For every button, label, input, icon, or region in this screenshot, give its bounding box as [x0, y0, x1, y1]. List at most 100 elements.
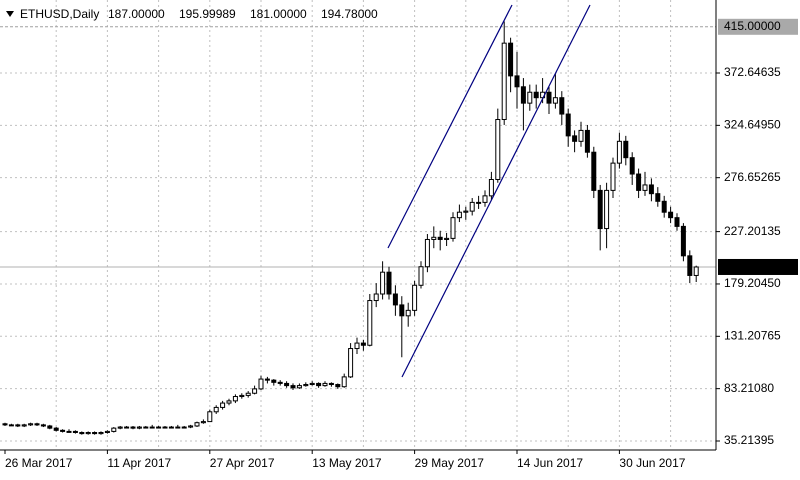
candle-body	[316, 382, 322, 387]
candle-body	[207, 411, 213, 423]
candle-body	[284, 382, 290, 387]
candle-body	[584, 129, 590, 153]
candle-body	[380, 271, 386, 295]
candle-body	[168, 426, 174, 429]
candle-body	[213, 406, 219, 413]
candle-body	[60, 429, 66, 432]
price-label: 194.78000	[724, 259, 781, 273]
ohlc-open: 187.00000	[108, 7, 165, 21]
candle-body	[290, 385, 296, 389]
candle-body	[8, 424, 14, 427]
candle-body	[252, 388, 258, 394]
candle-body	[72, 430, 78, 434]
x-tick-label: 26 Mar 2017	[5, 456, 73, 470]
candle-body	[674, 217, 680, 227]
candle-body	[245, 392, 251, 396]
candle-body	[367, 300, 373, 346]
candle-body	[98, 432, 104, 435]
candle-body	[533, 91, 539, 99]
candle-body	[348, 348, 354, 378]
y-tick-label: 227.20135	[724, 224, 781, 238]
candle-body	[693, 266, 699, 276]
candle-body	[194, 422, 200, 427]
candle-body	[258, 378, 264, 390]
x-tick-label: 27 Apr 2017	[210, 456, 275, 470]
candle-body	[559, 97, 565, 115]
level-label: 415.00000	[724, 19, 781, 33]
candles	[2, 21, 699, 435]
candle-body	[604, 189, 610, 230]
candle-body	[399, 304, 405, 317]
candle-body	[111, 427, 117, 432]
candle-body	[149, 426, 155, 429]
candle-body	[117, 426, 123, 429]
candle-body	[181, 426, 187, 429]
level-label-box	[718, 18, 798, 35]
candle-body	[136, 426, 142, 429]
candle-body	[610, 162, 616, 191]
candle-body	[232, 396, 238, 402]
candle-body	[392, 293, 398, 306]
candle-body	[616, 140, 622, 164]
candle-body	[591, 151, 597, 191]
candle-body	[431, 236, 437, 240]
candle-body	[463, 210, 469, 213]
candle-body	[661, 200, 667, 213]
candle-body	[277, 381, 283, 384]
candle-body	[200, 421, 206, 424]
candle-body	[34, 423, 40, 426]
candle-body	[92, 432, 98, 435]
y-tick-label: 179.20450	[724, 276, 781, 290]
candle-body	[130, 426, 136, 429]
candle-body	[424, 238, 430, 268]
symbol: ETHUSD,Daily	[20, 7, 99, 21]
candle-body	[546, 91, 552, 104]
candle-body	[495, 119, 501, 180]
candle-body	[188, 425, 194, 428]
candle-body	[623, 140, 629, 159]
candle-body	[47, 425, 53, 429]
y-tick-label: 131.20765	[724, 328, 781, 342]
y-tick-label: 372.64635	[724, 65, 781, 79]
candle-body	[79, 432, 85, 435]
candle-body	[680, 225, 686, 257]
y-tick-label: 35.21395	[724, 433, 774, 447]
candle-body	[629, 157, 635, 175]
x-tick-label: 30 Jun 2017	[619, 456, 685, 470]
candle-body	[668, 211, 674, 219]
x-tick-label: 14 Jun 2017	[517, 456, 583, 470]
candle-body	[437, 236, 443, 240]
candle-body	[162, 426, 168, 429]
candle-body	[655, 193, 661, 202]
candle-body	[565, 113, 571, 137]
candle-body	[239, 394, 245, 398]
x-tick-label: 29 May 2017	[415, 456, 485, 470]
candle-body	[264, 378, 270, 381]
candle-body	[501, 42, 507, 121]
candle-body	[15, 424, 21, 427]
axis-labels: 35.21395 83.21080 131.20765 179.20450 227.20…	[4, 18, 798, 470]
candle-body	[642, 184, 648, 191]
candle-body	[335, 384, 341, 388]
y-tick-label: 83.21080	[724, 381, 774, 395]
candle-body	[450, 217, 456, 239]
candle-body	[552, 97, 558, 104]
candle-body	[520, 86, 526, 104]
ohlc-close: 194.78000	[321, 7, 378, 21]
candle-body	[527, 91, 533, 104]
candle-body	[2, 423, 8, 426]
candle-body	[40, 424, 46, 427]
candle-body	[508, 42, 514, 77]
candle-body	[53, 427, 59, 431]
candle-body	[226, 400, 232, 404]
candle-body	[341, 376, 347, 388]
candle-body	[104, 430, 110, 434]
menu-triangle[interactable]	[6, 11, 14, 17]
candle-body	[412, 284, 418, 311]
candle-body	[85, 432, 91, 435]
candle-body	[469, 201, 475, 212]
x-tick-label: 11 Apr 2017	[107, 456, 171, 470]
